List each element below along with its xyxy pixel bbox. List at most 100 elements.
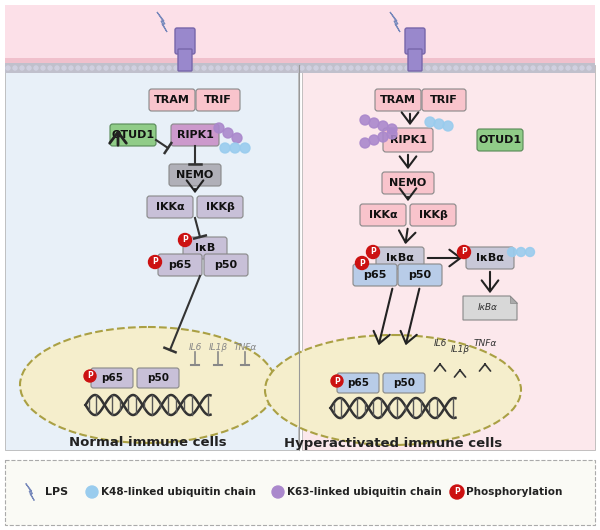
Bar (5, 5, 595, 65)
Circle shape (146, 66, 150, 70)
Circle shape (517, 248, 526, 257)
Circle shape (454, 66, 458, 70)
FancyBboxPatch shape (137, 368, 179, 388)
FancyBboxPatch shape (196, 89, 240, 111)
Circle shape (356, 66, 360, 70)
Circle shape (244, 66, 248, 70)
Text: TRAM: TRAM (154, 95, 190, 105)
FancyBboxPatch shape (360, 204, 406, 226)
Text: OTUD1: OTUD1 (112, 130, 155, 140)
FancyBboxPatch shape (197, 196, 243, 218)
Circle shape (508, 248, 517, 257)
Circle shape (412, 66, 416, 70)
Circle shape (517, 66, 521, 70)
Text: IL6: IL6 (433, 339, 446, 348)
Circle shape (34, 66, 38, 70)
Circle shape (391, 66, 395, 70)
Circle shape (84, 370, 96, 382)
Circle shape (461, 66, 465, 70)
FancyBboxPatch shape (169, 164, 221, 186)
Circle shape (355, 257, 368, 269)
Text: P: P (461, 248, 467, 257)
Ellipse shape (20, 327, 276, 443)
FancyBboxPatch shape (183, 237, 227, 259)
FancyBboxPatch shape (376, 247, 424, 269)
Circle shape (230, 66, 234, 70)
Circle shape (331, 375, 343, 387)
Circle shape (307, 66, 311, 70)
Circle shape (384, 66, 388, 70)
Text: RIPK1: RIPK1 (176, 130, 214, 140)
Circle shape (230, 143, 240, 153)
Circle shape (232, 133, 242, 143)
Text: NEMO: NEMO (176, 170, 214, 180)
Text: Hyperactivated immune cells: Hyperactivated immune cells (284, 437, 502, 449)
Circle shape (300, 66, 304, 70)
Text: p50: p50 (214, 260, 238, 270)
Text: TRIF: TRIF (204, 95, 232, 105)
Text: P: P (370, 248, 376, 257)
Text: IL6: IL6 (188, 343, 202, 352)
Circle shape (328, 66, 332, 70)
Circle shape (369, 135, 379, 145)
FancyBboxPatch shape (405, 28, 425, 54)
Circle shape (223, 66, 227, 70)
Circle shape (434, 119, 444, 129)
Bar (302, 65, 595, 450)
Text: p50: p50 (393, 378, 415, 388)
Circle shape (587, 66, 591, 70)
Text: TNFα: TNFα (233, 343, 257, 352)
Circle shape (566, 66, 570, 70)
Circle shape (360, 115, 370, 125)
Text: IKKα: IKKα (155, 202, 184, 212)
Circle shape (580, 66, 584, 70)
Circle shape (62, 66, 66, 70)
Text: TRIF: TRIF (430, 95, 458, 105)
FancyBboxPatch shape (175, 28, 195, 54)
FancyBboxPatch shape (383, 128, 433, 152)
Bar (5, 58, 595, 72)
Circle shape (475, 66, 479, 70)
Circle shape (378, 132, 388, 142)
Circle shape (335, 66, 339, 70)
Polygon shape (157, 12, 167, 32)
Circle shape (160, 66, 164, 70)
Bar (5, 460, 595, 525)
Circle shape (321, 66, 325, 70)
Circle shape (272, 66, 276, 70)
Circle shape (450, 485, 464, 499)
Circle shape (76, 66, 80, 70)
FancyBboxPatch shape (466, 247, 514, 269)
Circle shape (433, 66, 437, 70)
Circle shape (510, 66, 514, 70)
FancyBboxPatch shape (337, 373, 379, 393)
FancyBboxPatch shape (91, 368, 133, 388)
Circle shape (48, 66, 52, 70)
Circle shape (482, 66, 486, 70)
Circle shape (458, 245, 470, 259)
Circle shape (174, 66, 178, 70)
Circle shape (293, 66, 297, 70)
Circle shape (367, 245, 380, 259)
Circle shape (370, 66, 374, 70)
Text: RIPK1: RIPK1 (389, 135, 427, 145)
Circle shape (419, 66, 423, 70)
Text: Normal immune cells: Normal immune cells (69, 437, 227, 449)
FancyBboxPatch shape (383, 373, 425, 393)
Circle shape (272, 486, 284, 498)
Circle shape (149, 255, 161, 269)
Circle shape (342, 66, 346, 70)
Circle shape (90, 66, 94, 70)
FancyBboxPatch shape (110, 124, 156, 146)
Circle shape (265, 66, 269, 70)
Polygon shape (510, 296, 517, 303)
Circle shape (279, 66, 283, 70)
Text: IKKβ: IKKβ (419, 210, 448, 220)
Circle shape (27, 66, 31, 70)
Circle shape (531, 66, 535, 70)
Circle shape (214, 123, 224, 133)
Circle shape (69, 66, 73, 70)
Circle shape (440, 66, 444, 70)
Circle shape (86, 486, 98, 498)
Text: p65: p65 (169, 260, 191, 270)
